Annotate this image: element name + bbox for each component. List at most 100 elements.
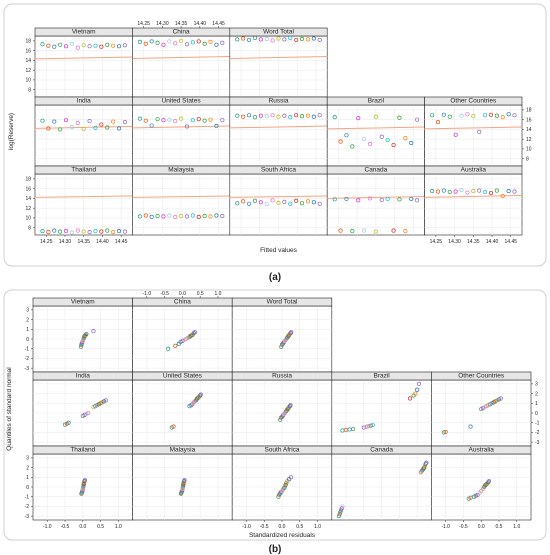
x-tick-label: 14.25 bbox=[137, 21, 150, 27]
data-point bbox=[40, 42, 45, 47]
data-point bbox=[116, 44, 122, 49]
data-point bbox=[397, 115, 402, 120]
data-point bbox=[86, 410, 91, 416]
data-point bbox=[258, 200, 263, 205]
data-point bbox=[435, 189, 441, 194]
data-point bbox=[69, 124, 74, 130]
data-point bbox=[288, 35, 293, 41]
data-point bbox=[365, 424, 370, 429]
y-tick-label: 8 bbox=[28, 87, 31, 93]
y-tick-label: 0 bbox=[26, 337, 29, 343]
panel-title: Russia bbox=[269, 98, 289, 105]
data-point bbox=[137, 214, 142, 219]
y-tick-label: 8 bbox=[28, 225, 31, 231]
data-point bbox=[459, 188, 464, 193]
x-axis-label: Fitted values bbox=[260, 247, 298, 254]
data-point bbox=[93, 125, 98, 130]
data-point bbox=[435, 120, 441, 125]
data-point bbox=[208, 39, 213, 44]
data-point bbox=[289, 330, 294, 335]
data-point bbox=[477, 129, 482, 134]
panel-title: Australia bbox=[469, 447, 495, 454]
panel-china: China bbox=[132, 297, 233, 373]
data-point bbox=[356, 198, 361, 203]
y-axis-label: Quantiles of standard normal bbox=[6, 367, 13, 451]
data-point bbox=[52, 44, 57, 49]
data-point bbox=[58, 229, 63, 234]
data-point bbox=[282, 199, 287, 204]
data-point bbox=[235, 113, 240, 118]
x-tick-label: -1.0 bbox=[143, 291, 152, 297]
panel-title: Malaysia bbox=[168, 167, 194, 174]
y-tick-label: 10 bbox=[526, 147, 532, 153]
data-point bbox=[179, 38, 184, 43]
data-point bbox=[137, 116, 142, 121]
data-point bbox=[317, 37, 322, 42]
panel-title: China bbox=[173, 29, 190, 36]
data-point bbox=[258, 113, 263, 118]
data-point bbox=[299, 201, 305, 206]
panel-malaysia: Malaysia bbox=[132, 445, 233, 521]
x-tick-label: 0.0 bbox=[179, 291, 186, 297]
data-point bbox=[171, 424, 176, 429]
data-point bbox=[167, 39, 172, 44]
data-point bbox=[287, 404, 292, 409]
data-point bbox=[202, 41, 207, 46]
data-point bbox=[264, 114, 269, 119]
x-tick-label: 14.35 bbox=[175, 21, 188, 27]
data-point bbox=[409, 141, 414, 146]
data-point bbox=[93, 43, 98, 48]
data-point bbox=[332, 115, 337, 120]
x-tick-label: 14.40 bbox=[96, 239, 109, 245]
data-point bbox=[379, 134, 384, 139]
data-point bbox=[87, 44, 92, 49]
data-point bbox=[305, 199, 310, 204]
panel-title: Brazil bbox=[373, 373, 390, 380]
panel-title: Russia bbox=[272, 373, 292, 380]
data-point bbox=[208, 214, 213, 219]
y-tick-label: -1 bbox=[25, 495, 30, 501]
data-point bbox=[173, 41, 178, 46]
x-tick-label: 0.0 bbox=[279, 524, 286, 530]
panel-brazil: Brazil bbox=[331, 371, 432, 447]
data-point bbox=[409, 196, 414, 201]
data-point bbox=[149, 39, 154, 44]
panel-china: China bbox=[132, 27, 231, 98]
data-point bbox=[367, 196, 373, 201]
data-point bbox=[214, 213, 219, 218]
data-point bbox=[155, 213, 160, 219]
data-point bbox=[338, 139, 343, 144]
y-tick-label: 1 bbox=[26, 327, 29, 333]
fit-line bbox=[424, 194, 523, 198]
x-tick-label: 14.30 bbox=[59, 239, 72, 245]
data-point bbox=[276, 200, 281, 205]
data-point bbox=[486, 479, 492, 484]
data-point bbox=[149, 214, 154, 219]
data-point bbox=[103, 398, 108, 403]
x-tick-label: 14.30 bbox=[156, 21, 169, 27]
y-tick-label: 10 bbox=[25, 216, 31, 222]
data-point bbox=[111, 119, 116, 124]
panel-malaysia: Malaysia bbox=[132, 165, 231, 236]
panel-brazil: Brazil bbox=[326, 96, 425, 167]
data-point bbox=[512, 113, 517, 118]
data-point bbox=[191, 331, 196, 336]
y-tick-label: -3 bbox=[25, 366, 30, 372]
data-point bbox=[161, 118, 166, 123]
data-point bbox=[93, 229, 98, 234]
data-point bbox=[385, 138, 390, 143]
data-point bbox=[441, 112, 446, 117]
x-tick-label: -0.5 bbox=[459, 524, 468, 530]
panel-vietnam: Vietnam bbox=[32, 297, 133, 373]
panel-title: Malaysia bbox=[170, 447, 196, 454]
data-point bbox=[422, 465, 427, 470]
data-point bbox=[58, 127, 63, 132]
data-point bbox=[391, 228, 396, 233]
y-tick-label: 1 bbox=[535, 401, 538, 407]
data-point bbox=[350, 144, 355, 149]
y-tick-label: 2 bbox=[26, 465, 29, 471]
data-point bbox=[220, 118, 225, 123]
data-point bbox=[415, 387, 420, 392]
panel-title: Brazil bbox=[368, 98, 385, 105]
panel-australia: Australia bbox=[424, 165, 523, 236]
